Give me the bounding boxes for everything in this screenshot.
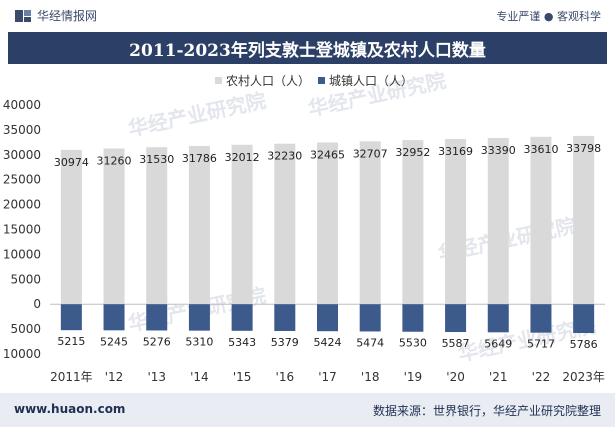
x-tick-label: 2011年	[50, 370, 93, 384]
legend-swatch-rural	[215, 77, 222, 84]
data-label-urban: 5379	[271, 336, 299, 349]
bar-urban	[146, 304, 168, 331]
website-link[interactable]: www.huaon.com	[14, 402, 126, 416]
data-label-rural: 33798	[566, 142, 601, 155]
bar-urban	[231, 304, 253, 331]
data-label-rural: 32952	[395, 146, 430, 159]
data-label-rural: 32012	[225, 151, 260, 164]
legend-label-urban: 城镇人口（人）	[329, 74, 413, 88]
bar-rural	[231, 144, 253, 305]
y-tick-label: 20000	[3, 198, 41, 212]
bar-rural	[530, 136, 552, 305]
data-label-urban: 5530	[399, 337, 427, 350]
y-tick-label: 5000	[10, 272, 41, 286]
bar-rural	[402, 140, 424, 305]
data-label-urban: 5276	[143, 335, 171, 348]
data-label-rural: 30974	[54, 156, 89, 169]
y-tick-label: 30000	[3, 148, 41, 162]
bar-rural	[188, 145, 210, 305]
x-tick-label: '22	[532, 370, 551, 384]
data-label-rural: 33390	[481, 144, 516, 157]
bar-urban	[530, 304, 552, 333]
data-label-rural: 31786	[182, 152, 217, 165]
y-tick-label: 0	[33, 297, 41, 311]
bar-urban	[188, 304, 210, 331]
data-label-rural: 33610	[523, 143, 558, 156]
data-label-urban: 5424	[314, 336, 342, 349]
bar-urban	[573, 304, 595, 334]
bar-urban	[274, 304, 296, 331]
y-tick-label: 25000	[3, 173, 41, 187]
data-label-urban: 5215	[57, 335, 85, 348]
x-tick-label: '16	[276, 370, 295, 384]
bar-rural	[146, 147, 168, 305]
logo-icon	[15, 9, 31, 22]
data-label-urban: 5587	[442, 337, 470, 350]
data-label-urban: 5310	[185, 336, 213, 349]
bar-urban	[359, 304, 381, 332]
y-tick-label: 15000	[3, 223, 41, 237]
bar-urban	[103, 304, 125, 331]
x-tick-label: '14	[190, 370, 209, 384]
data-label-rural: 32707	[353, 147, 388, 160]
data-label-rural: 31530	[139, 153, 174, 166]
tagline: 专业严谨 ● 客观科学	[496, 10, 601, 23]
data-label-rural: 32465	[310, 149, 345, 162]
y-tick-label: 10000	[3, 247, 41, 261]
chart-title: 2011-2023年列支敦士登城镇及农村人口数量	[8, 32, 607, 64]
bar-urban	[402, 304, 424, 332]
x-tick-label: '21	[489, 370, 508, 384]
data-label-urban: 5786	[570, 338, 598, 351]
data-label-urban: 5474	[356, 336, 384, 349]
top-bar: 华经情报网 专业严谨 ● 客观科学	[0, 0, 615, 30]
data-label-rural: 32230	[267, 150, 302, 163]
chart: 华经产业研究院华经产业研究院华经产业研究院华经产业研究院华经产业研究院 农村人口…	[3, 68, 605, 384]
x-tick-label: '12	[105, 370, 124, 384]
legend-label-rural: 农村人口（人）	[226, 74, 310, 88]
watermark-text: 华经产业研究院	[126, 88, 268, 141]
bar-rural	[487, 137, 509, 305]
data-label-urban: 5245	[100, 335, 128, 348]
data-label-rural: 31260	[97, 155, 132, 168]
y-tick-label: 5000	[10, 322, 41, 336]
bar-rural	[445, 139, 467, 305]
bar-urban	[317, 304, 338, 332]
data-source: 数据来源：世界银行，华经产业研究院整理	[372, 404, 601, 418]
brand: 华经情报网	[14, 7, 97, 24]
bar-urban	[487, 304, 509, 333]
x-tick-label: '17	[318, 370, 337, 384]
bar-rural	[274, 143, 296, 305]
data-label-rural: 33169	[438, 145, 473, 158]
bar-rural	[60, 149, 82, 305]
y-tick-label: 10000	[3, 347, 41, 361]
x-tick-label: '13	[147, 370, 166, 384]
data-label-urban: 5649	[484, 337, 512, 350]
data-label-urban: 5343	[228, 336, 256, 349]
x-tick-label: 2023年	[562, 370, 605, 384]
x-tick-label: '20	[446, 370, 465, 384]
bar-urban	[445, 304, 467, 333]
data-label-urban: 5717	[527, 338, 555, 351]
y-tick-label: 35000	[3, 123, 41, 137]
brand-name: 华经情报网	[37, 9, 98, 23]
bar-urban	[60, 304, 82, 331]
bar-rural	[573, 135, 595, 305]
y-tick-label: 40000	[3, 98, 41, 112]
x-tick-label: '18	[361, 370, 380, 384]
footer: www.huaon.com 数据来源：世界银行，华经产业研究院整理	[0, 393, 615, 427]
bar-rural	[359, 141, 381, 305]
legend-swatch-urban	[318, 77, 325, 84]
bar-rural	[317, 142, 338, 305]
x-tick-label: '15	[233, 370, 252, 384]
bar-rural	[103, 148, 125, 305]
x-tick-label: '19	[404, 370, 423, 384]
